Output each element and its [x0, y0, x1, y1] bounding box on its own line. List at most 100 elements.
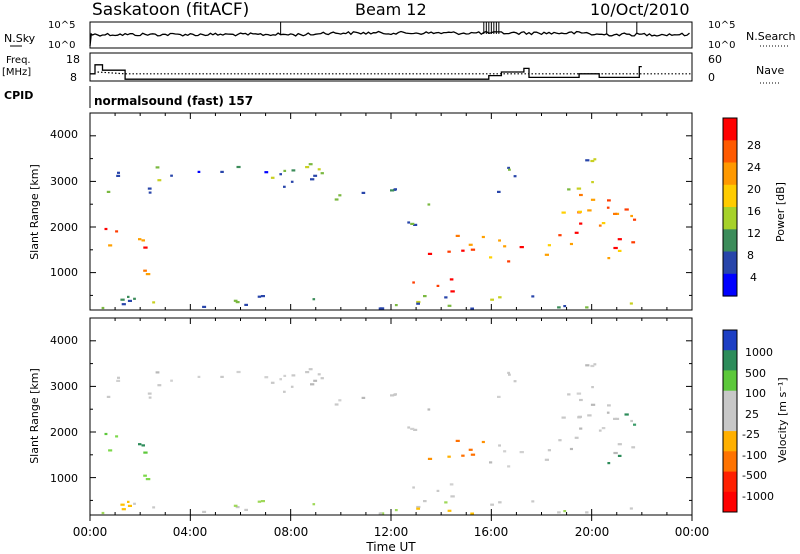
velocity-cell	[561, 416, 566, 419]
velocity-cell	[507, 371, 510, 374]
power-cell	[310, 178, 315, 181]
power-cell	[308, 163, 313, 166]
freq-right-tick-bottom: 0	[708, 71, 715, 84]
power-colorbar-segment	[723, 207, 737, 230]
power-cell	[617, 249, 622, 252]
velocity-colorbar-segment	[723, 431, 737, 452]
freq-left-tick-bottom: 8	[70, 71, 77, 84]
velocity-cell	[121, 508, 126, 511]
power-cell	[561, 211, 566, 214]
power-cell	[260, 295, 265, 298]
freq-label-line2: [MHz]	[2, 67, 31, 78]
xtick-1600: 16:00	[474, 525, 509, 539]
velocity-cell	[394, 509, 398, 512]
power-cell	[585, 306, 589, 309]
power-cell	[593, 158, 597, 161]
velocity-cell	[152, 506, 156, 509]
xtick-0800: 08:00	[274, 525, 309, 539]
power-cell	[313, 174, 318, 177]
power-cbar-tick-8: 8	[747, 249, 754, 262]
velocity-cell	[416, 507, 420, 510]
power-cell	[519, 246, 524, 249]
velocity-cell	[574, 436, 579, 439]
nave-series	[97, 71, 692, 75]
x-axis-label: Time UT	[365, 540, 416, 554]
velocity-cell	[257, 500, 262, 503]
power-cell	[244, 303, 248, 306]
power-cell	[470, 248, 476, 251]
velocity-cell	[563, 510, 567, 513]
velocity-panel-frame	[89, 317, 693, 516]
velocity-cell	[544, 458, 549, 461]
velocity-cell	[590, 364, 595, 368]
power-cell	[630, 214, 633, 218]
power-cell	[423, 295, 427, 298]
velocity-cell	[390, 394, 395, 397]
freq-panel-frame	[89, 52, 693, 82]
power-cell	[498, 239, 501, 242]
vel-cbar-tick-neg25: -25	[742, 428, 760, 441]
velocity-cell	[334, 403, 339, 406]
cpid-label: CPID	[4, 89, 33, 102]
power-cell	[461, 249, 465, 252]
vel-cbar-tick-1000: 1000	[745, 346, 773, 359]
power-cell	[108, 244, 113, 247]
velocity-cell	[236, 370, 241, 374]
velocity-cell	[450, 495, 455, 498]
velocity-cell	[585, 364, 590, 367]
xtick-0000: 00:00	[73, 525, 108, 539]
velocity-cell	[531, 500, 535, 503]
power-cell	[590, 198, 596, 201]
power-colorbar-segment	[723, 118, 737, 141]
velocity-cell	[617, 454, 622, 457]
vel-cbar-tick-neg500: -500	[742, 469, 767, 482]
power-cbar-tick-24: 24	[747, 161, 761, 174]
power-cell	[497, 190, 501, 193]
velocity-cell	[220, 375, 224, 378]
velocity-cell	[320, 377, 324, 380]
power-cell	[147, 187, 152, 190]
velocity-cell	[197, 375, 201, 378]
power-heatmap	[101, 158, 637, 310]
power-cell	[143, 269, 147, 272]
xtick-1200: 12:00	[374, 525, 409, 539]
power-cell	[579, 222, 583, 225]
vel-ytick-1000: 1000	[50, 472, 78, 485]
power-cell	[202, 305, 207, 308]
xtick-2400: 00:00	[675, 525, 710, 539]
velocity-cell	[468, 448, 473, 451]
power-cell	[145, 273, 151, 276]
power-cell	[513, 175, 517, 178]
power-cell	[155, 166, 160, 169]
velocity-cell	[310, 383, 315, 386]
velocity-cell	[101, 511, 105, 515]
power-cell	[116, 174, 121, 177]
power-cell	[591, 181, 594, 184]
velocity-cell	[312, 503, 316, 506]
velocity-cell	[412, 486, 415, 489]
velocity-colorbar-segment	[723, 390, 737, 412]
velocity-cell	[413, 428, 418, 431]
power-cell	[498, 296, 502, 299]
power-cell	[290, 180, 294, 183]
power-cell	[117, 171, 120, 174]
velocity-cell	[577, 415, 582, 418]
velocity-cell	[470, 453, 476, 456]
velocity-cell	[143, 474, 147, 477]
noise-panel: N.Sky 10^5 10^0 10^5 10^0 N.Search	[4, 20, 796, 51]
velocity-cell	[155, 371, 160, 374]
power-panel-frame	[89, 112, 693, 311]
power-cell	[444, 296, 448, 299]
velocity-colorbar	[723, 330, 737, 513]
power-cell	[590, 159, 595, 163]
freq-right-tick-top: 60	[708, 53, 722, 66]
power-cell	[574, 231, 579, 234]
power-cell	[197, 170, 201, 173]
velocity-cell	[270, 381, 275, 384]
power-cell	[531, 295, 535, 298]
power-cell	[407, 221, 411, 224]
velocity-cell	[455, 439, 460, 442]
velocity-cell	[601, 427, 606, 430]
velocity-cell	[519, 451, 524, 454]
velocity-cell	[587, 414, 592, 417]
